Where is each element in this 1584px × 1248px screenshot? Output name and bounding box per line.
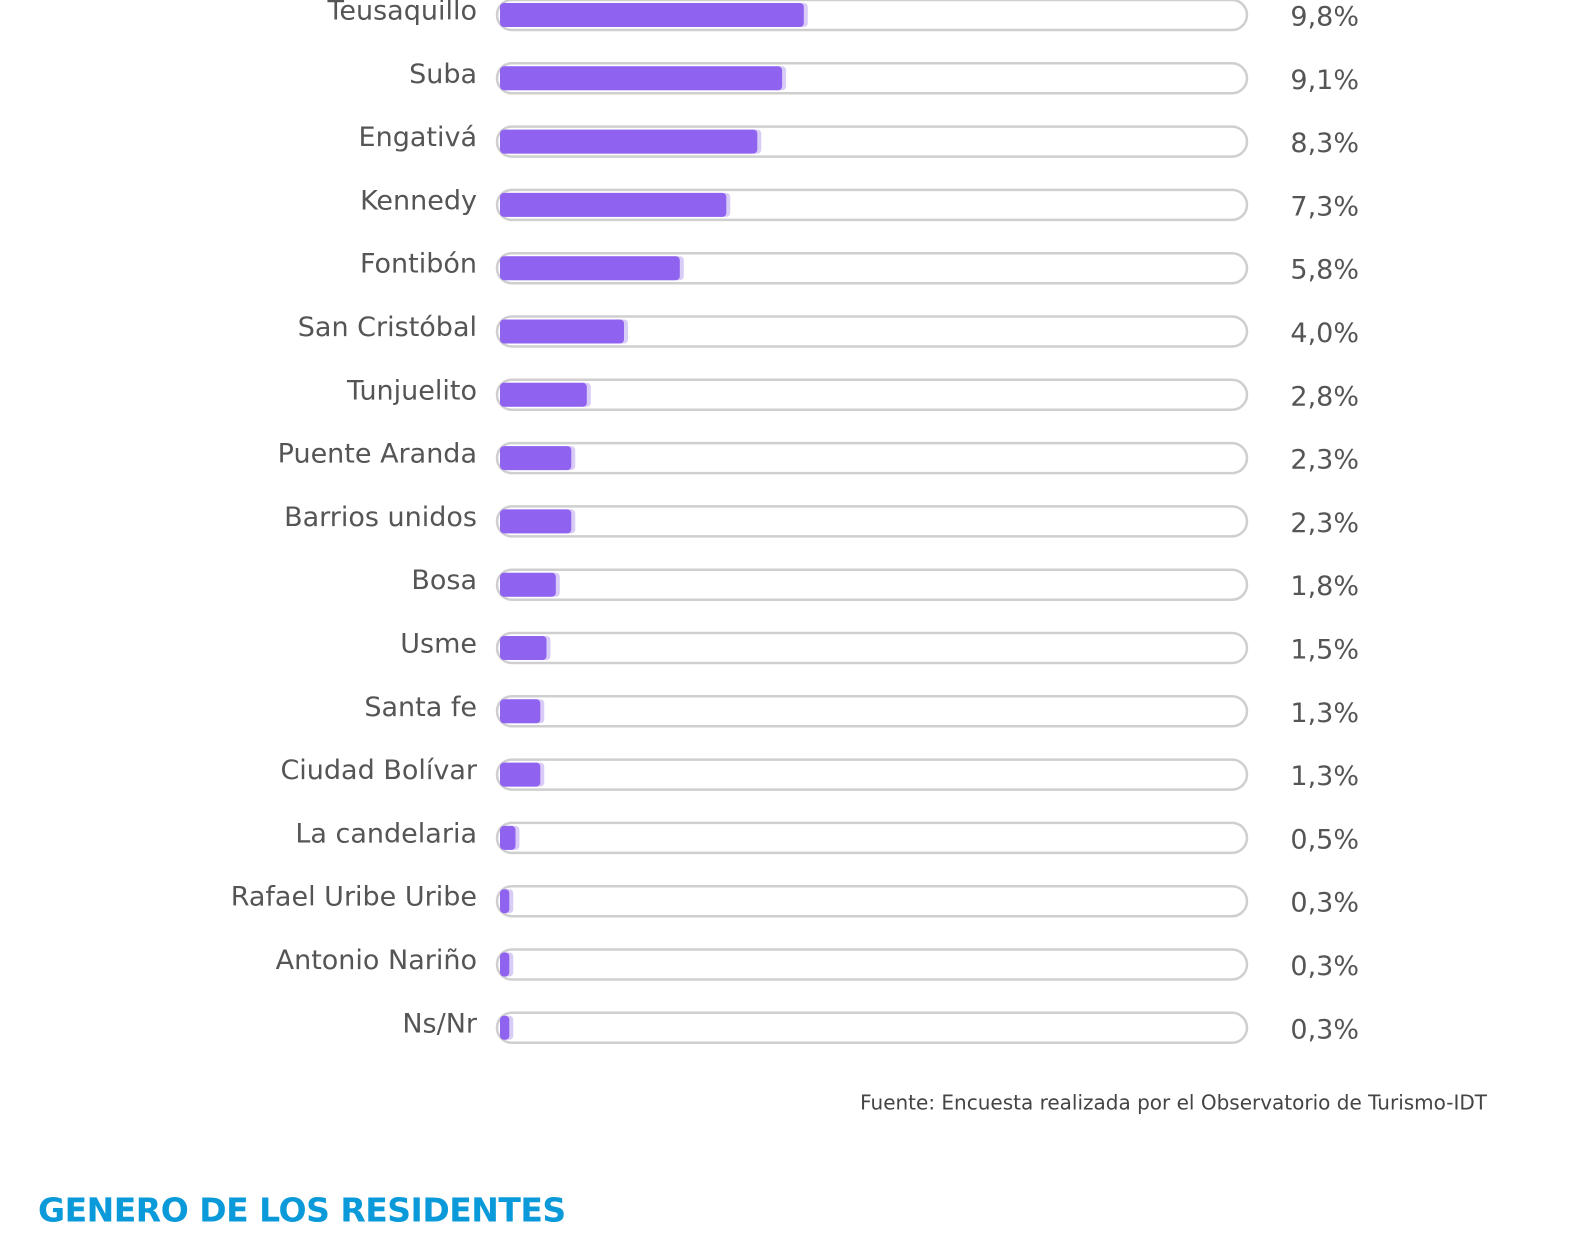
- category-label: San Cristóbal: [298, 312, 477, 343]
- bar-track: [495, 315, 1249, 348]
- bar-track: [495, 884, 1249, 918]
- value-label: 9,1%: [1290, 65, 1359, 96]
- section-heading: GENERO DE LOS RESIDENTES: [38, 1191, 566, 1230]
- category-label: Usme: [400, 629, 477, 660]
- bar: [500, 382, 587, 407]
- value-label: 2,3%: [1290, 508, 1359, 539]
- value-label: 8,3%: [1290, 128, 1359, 159]
- bar: [500, 319, 624, 344]
- bar: [500, 509, 572, 534]
- category-label: Ciudad Bolívar: [280, 755, 477, 786]
- bar: [500, 66, 783, 91]
- bar-track: [495, 695, 1249, 728]
- value-label: 5,8%: [1290, 255, 1359, 286]
- bar-track: [495, 1011, 1249, 1045]
- bar: [500, 636, 547, 660]
- bar: [500, 3, 804, 27]
- value-label: 0,5%: [1290, 824, 1359, 855]
- bar-track: [495, 505, 1249, 538]
- category-label: Santa fe: [364, 692, 477, 723]
- category-label: Barrios unidos: [284, 502, 477, 533]
- bar: [500, 446, 572, 471]
- value-label: 0,3%: [1290, 888, 1359, 919]
- bar: [500, 572, 556, 597]
- bar: [500, 825, 516, 850]
- value-label: 2,3%: [1290, 445, 1359, 476]
- bar-track: [495, 568, 1249, 601]
- bar: [500, 192, 727, 217]
- category-label: Kennedy: [360, 185, 477, 216]
- value-label: 1,3%: [1290, 761, 1359, 792]
- value-label: 1,3%: [1290, 698, 1359, 729]
- category-label: Tunjuelito: [346, 375, 477, 406]
- category-label: La candelaria: [295, 818, 477, 849]
- value-label: 0,3%: [1290, 951, 1359, 982]
- bar-track: [495, 948, 1249, 981]
- bar-track: [495, 821, 1249, 855]
- bar: [500, 1015, 510, 1040]
- category-label: Ns/Nr: [402, 1008, 478, 1039]
- value-label: 1,5%: [1290, 635, 1359, 666]
- value-label: 7,3%: [1290, 191, 1359, 222]
- bar: [500, 952, 510, 977]
- category-label: Puente Aranda: [278, 439, 477, 470]
- value-label: 9,8%: [1290, 2, 1359, 33]
- value-label: 0,3%: [1290, 1014, 1359, 1045]
- bar: [500, 889, 510, 914]
- bar-track: [495, 631, 1249, 665]
- bar-track: [495, 758, 1249, 791]
- bar: [500, 129, 758, 154]
- value-label: 1,8%: [1290, 571, 1359, 602]
- category-label: Engativá: [359, 122, 477, 153]
- category-label: Rafael Uribe Uribe: [231, 882, 477, 913]
- bar-track: [495, 378, 1249, 412]
- category-label: Teusaquillo: [326, 0, 477, 27]
- bar-track: [495, 441, 1249, 475]
- category-label: Bosa: [411, 565, 477, 596]
- value-label: 4,0%: [1290, 318, 1359, 349]
- value-label: 2,8%: [1290, 381, 1359, 412]
- bar: [500, 699, 541, 724]
- source-note: Fuente: Encuesta realizada por el Observ…: [860, 1091, 1488, 1115]
- bar: [500, 762, 541, 787]
- category-label: Fontibón: [360, 249, 477, 280]
- bar-track: [495, 251, 1249, 285]
- category-label: Suba: [409, 59, 477, 90]
- category-label: Antonio Nariño: [276, 945, 477, 976]
- bar: [500, 256, 680, 281]
